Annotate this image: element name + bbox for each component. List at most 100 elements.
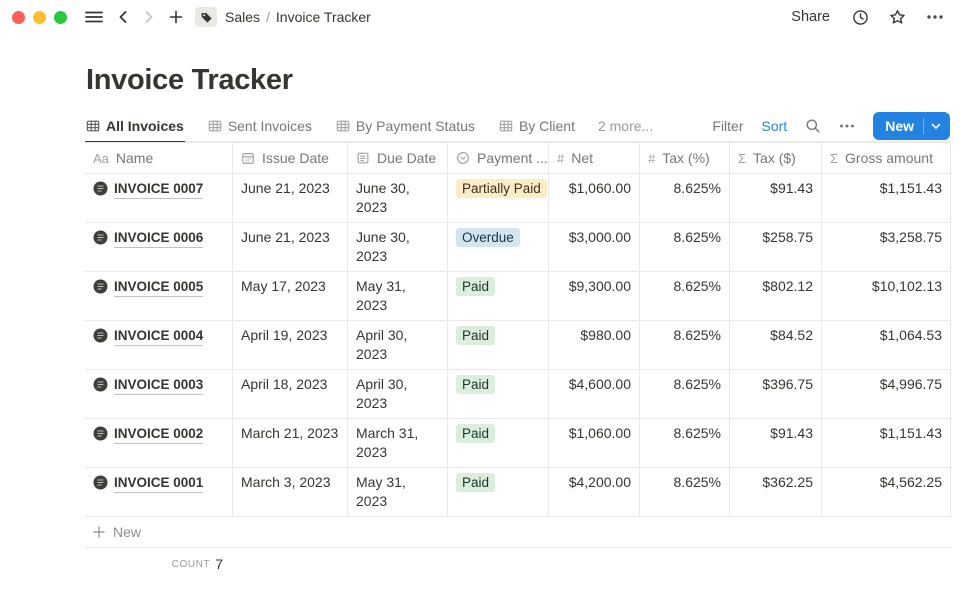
column-header-gross-amount[interactable]: Σ Gross amount <box>822 143 951 173</box>
filter-button[interactable]: Filter <box>712 118 744 134</box>
tab-by-payment-status[interactable]: By Payment Status <box>335 111 476 141</box>
tax-pct-cell[interactable]: 8.625% <box>640 174 730 222</box>
payment-status-cell[interactable]: Overdue <box>448 223 549 271</box>
tax-usd-cell[interactable]: $91.43 <box>730 174 822 222</box>
table-view-icon <box>208 119 222 133</box>
invoice-name-cell[interactable]: INVOICE 0005 <box>85 272 233 320</box>
due-date-cell[interactable]: May 31, 2023 <box>348 272 448 320</box>
tab-all-invoices[interactable]: All Invoices <box>85 112 185 142</box>
invoice-name-cell[interactable]: INVOICE 0007 <box>85 174 233 222</box>
view-options-icon[interactable] <box>837 122 857 130</box>
tax-pct-cell[interactable]: 8.625% <box>640 370 730 418</box>
issue-date-cell[interactable]: June 21, 2023 <box>233 174 348 222</box>
net-cell[interactable]: $3,000.00 <box>549 223 640 271</box>
tax-usd-cell[interactable]: $362.25 <box>730 468 822 516</box>
chevron-down-icon[interactable] <box>924 123 950 130</box>
column-header-due-date[interactable]: Due Date <box>348 143 448 173</box>
add-new-row-button[interactable]: New <box>85 517 951 548</box>
column-header-tax-usd[interactable]: Σ Tax ($) <box>730 143 822 173</box>
table-row: INVOICE 0007 June 21, 2023 June 30, 2023… <box>85 174 951 223</box>
invoice-name-cell[interactable]: INVOICE 0006 <box>85 223 233 271</box>
count-calculation[interactable]: count 7 <box>85 548 233 572</box>
sort-button[interactable]: Sort <box>761 118 788 134</box>
invoice-name: INVOICE 0005 <box>114 277 204 297</box>
back-icon[interactable] <box>115 8 131 26</box>
breadcrumb-workspace[interactable]: Sales <box>225 9 261 25</box>
gross-amount-cell[interactable]: $1,151.43 <box>822 419 951 467</box>
tab-by-client[interactable]: By Client <box>498 111 576 141</box>
tax-usd-cell[interactable]: $802.12 <box>730 272 822 320</box>
issue-date-cell[interactable]: April 18, 2023 <box>233 370 348 418</box>
gross-amount-cell[interactable]: $4,562.25 <box>822 468 951 516</box>
due-date-cell[interactable]: May 31, 2023 <box>348 468 448 516</box>
payment-status-cell[interactable]: Paid <box>448 370 549 418</box>
breadcrumb-page[interactable]: Invoice Tracker <box>275 9 371 25</box>
net-cell[interactable]: $980.00 <box>549 321 640 369</box>
tab-sent-invoices[interactable]: Sent Invoices <box>207 111 313 141</box>
invoice-name-cell[interactable]: INVOICE 0001 <box>85 468 233 516</box>
tax-pct-cell[interactable]: 8.625% <box>640 419 730 467</box>
tax-usd-cell[interactable]: $258.75 <box>730 223 822 271</box>
net-cell[interactable]: $1,060.00 <box>549 419 640 467</box>
payment-status-cell[interactable]: Paid <box>448 321 549 369</box>
issue-date-cell[interactable]: April 19, 2023 <box>233 321 348 369</box>
due-date-cell[interactable]: March 31, 2023 <box>348 419 448 467</box>
tab-label: Sent Invoices <box>227 118 312 134</box>
column-header-net[interactable]: # Net <box>549 143 640 173</box>
gross-amount-cell[interactable]: $3,258.75 <box>822 223 951 271</box>
close-window-button[interactable] <box>12 10 25 24</box>
payment-status-cell[interactable]: Paid <box>448 272 549 320</box>
tax-pct-cell[interactable]: 8.625% <box>640 272 730 320</box>
page-title[interactable]: Invoice Tracker <box>86 64 293 96</box>
due-date-cell[interactable]: June 30, 2023 <box>348 174 448 222</box>
column-header-tax-pct[interactable]: # Tax (%) <box>640 143 730 173</box>
column-header-name[interactable]: Aa Name <box>85 143 233 173</box>
minimize-window-button[interactable] <box>33 10 46 24</box>
forward-icon[interactable] <box>141 8 157 26</box>
tax-usd-cell[interactable]: $84.52 <box>730 321 822 369</box>
invoice-name-cell[interactable]: INVOICE 0002 <box>85 419 233 467</box>
new-button[interactable]: New <box>873 112 950 140</box>
new-page-plus-icon[interactable] <box>167 8 185 26</box>
net-cell[interactable]: $4,200.00 <box>549 468 640 516</box>
net-cell[interactable]: $9,300.00 <box>549 272 640 320</box>
gross-amount-cell[interactable]: $1,151.43 <box>822 174 951 222</box>
tax-pct-cell[interactable]: 8.625% <box>640 223 730 271</box>
payment-status-cell[interactable]: Partially Paid <box>448 174 549 222</box>
favorite-star-icon[interactable] <box>887 7 908 28</box>
column-header-payment-status[interactable]: Payment ... <box>448 143 549 173</box>
net-cell[interactable]: $4,600.00 <box>549 370 640 418</box>
column-label: Net <box>571 150 594 166</box>
invoice-name-cell[interactable]: INVOICE 0003 <box>85 370 233 418</box>
gross-amount-cell[interactable]: $10,102.13 <box>822 272 951 320</box>
share-button[interactable]: Share <box>787 7 834 27</box>
column-label: Payment ... <box>477 150 548 166</box>
search-icon[interactable] <box>803 116 823 136</box>
payment-status-cell[interactable]: Paid <box>448 468 549 516</box>
new-button-label: New <box>885 118 914 134</box>
zoom-window-button[interactable] <box>54 10 67 24</box>
due-date-cell[interactable]: April 30, 2023 <box>348 370 448 418</box>
due-date-cell[interactable]: June 30, 2023 <box>348 223 448 271</box>
due-date-cell[interactable]: April 30, 2023 <box>348 321 448 369</box>
tax-usd-cell[interactable]: $396.75 <box>730 370 822 418</box>
gross-amount-cell[interactable]: $1,064.53 <box>822 321 951 369</box>
issue-date-cell[interactable]: June 21, 2023 <box>233 223 348 271</box>
status-badge: Partially Paid <box>456 179 547 198</box>
more-views-link[interactable]: 2 more... <box>597 118 654 134</box>
more-options-icon[interactable] <box>924 12 946 22</box>
sidebar-toggle-icon[interactable] <box>83 7 105 27</box>
invoice-name-cell[interactable]: INVOICE 0004 <box>85 321 233 369</box>
column-header-issue-date[interactable]: Issue Date <box>233 143 348 173</box>
net-cell[interactable]: $1,060.00 <box>549 174 640 222</box>
issue-date-cell[interactable]: March 3, 2023 <box>233 468 348 516</box>
tax-usd-cell[interactable]: $91.43 <box>730 419 822 467</box>
clock-history-icon[interactable] <box>850 7 871 28</box>
gross-amount-cell[interactable]: $4,996.75 <box>822 370 951 418</box>
tax-pct-cell[interactable]: 8.625% <box>640 321 730 369</box>
column-label: Due Date <box>377 150 437 166</box>
issue-date-cell[interactable]: March 21, 2023 <box>233 419 348 467</box>
issue-date-cell[interactable]: May 17, 2023 <box>233 272 348 320</box>
payment-status-cell[interactable]: Paid <box>448 419 549 467</box>
tax-pct-cell[interactable]: 8.625% <box>640 468 730 516</box>
